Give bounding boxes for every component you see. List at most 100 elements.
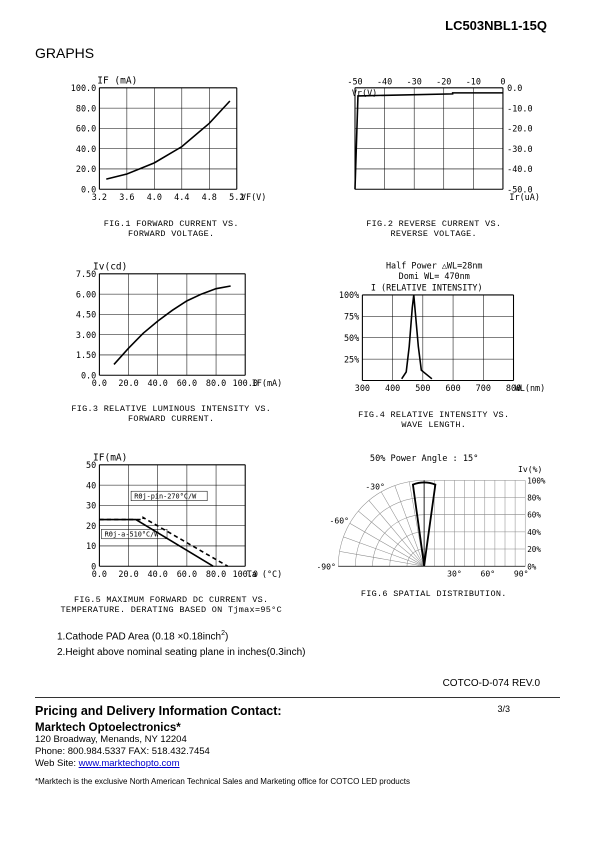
svg-text:20%: 20% xyxy=(527,545,541,554)
svg-text:-60°: -60° xyxy=(329,515,348,525)
svg-text:20.0: 20.0 xyxy=(118,377,138,387)
chart-fig2-svg: -50-40-30-20-100 Vr(V) 0.0-10.0-20.0-30.… xyxy=(318,73,551,216)
svg-text:80.0: 80.0 xyxy=(206,568,226,578)
revision-line: COTCO-D-074 REV.0 xyxy=(35,678,560,689)
svg-text:40.0: 40.0 xyxy=(76,144,96,154)
svg-text:60°: 60° xyxy=(480,568,495,578)
svg-text:0.0: 0.0 xyxy=(92,568,107,578)
disclaimer: *Marktech is the exclusive North America… xyxy=(35,777,560,786)
fig4-xlabel: WL(nm) xyxy=(514,383,544,393)
svg-text:0%: 0% xyxy=(527,562,537,571)
website-link[interactable]: www.marktechopto.com xyxy=(79,758,180,769)
svg-text:3.00: 3.00 xyxy=(76,329,96,339)
svg-text:60%: 60% xyxy=(527,510,541,519)
chart-fig1-svg: IF (mA) 0.020.040.060.080.0100.0 3.23.64… xyxy=(55,73,288,216)
fig3-xlabel: IF(mA) xyxy=(252,377,282,387)
svg-text:10: 10 xyxy=(86,541,96,551)
fig2-caption: FIG.2 REVERSE CURRENT VS.REVERSE VOLTAGE… xyxy=(366,219,501,239)
note-1: 1.Cathode PAD Area (0.18 ×0.18inch2) xyxy=(57,629,560,644)
svg-text:-30: -30 xyxy=(406,77,421,87)
svg-text:25%: 25% xyxy=(343,354,358,364)
svg-text:3.6: 3.6 xyxy=(119,192,134,202)
svg-text:300: 300 xyxy=(354,383,369,393)
fig6-header: 50% Power Angle : 15° xyxy=(369,454,477,464)
chart-fig4-svg: Half Power △WL=28nm Domi WL= 470nm I (RE… xyxy=(318,259,551,407)
notes: 1.Cathode PAD Area (0.18 ×0.18inch2) 2.H… xyxy=(35,629,560,659)
chart-fig5: IF(mA) 01020304050 0.020.040.060.080.010… xyxy=(55,450,288,616)
svg-text:-10.0: -10.0 xyxy=(507,103,532,113)
svg-text:50: 50 xyxy=(86,460,96,470)
chart-fig6: 50% Power Angle : 15° Iv(%) -30° -60° -90°… xyxy=(318,450,551,616)
svg-text:60.0: 60.0 xyxy=(76,124,96,134)
fig6-iv: Iv(%) xyxy=(518,464,542,474)
svg-text:4.4: 4.4 xyxy=(174,192,189,202)
svg-text:0.0: 0.0 xyxy=(92,377,107,387)
svg-text:7.50: 7.50 xyxy=(76,269,96,279)
company-name: Marktech Optoelectronics* xyxy=(35,722,560,734)
svg-text:100.0: 100.0 xyxy=(71,83,96,93)
svg-text:80%: 80% xyxy=(527,493,541,502)
svg-text:20: 20 xyxy=(86,520,96,530)
chart-fig3: Iv(cd) 0.01.503.004.506.007.50 0.020.040… xyxy=(55,259,288,430)
page-number: 3/3 xyxy=(497,704,510,714)
svg-text:-50: -50 xyxy=(347,77,362,87)
fig6-caption: FIG.6 SPATIAL DISTRIBUTION. xyxy=(361,589,507,599)
svg-text:30: 30 xyxy=(86,500,96,510)
svg-text:30°: 30° xyxy=(447,568,462,578)
contact-phone: Phone: 800.984.5337 FAX: 518.432.7454 xyxy=(35,746,560,758)
svg-text:-40.0: -40.0 xyxy=(507,164,532,174)
svg-text:75%: 75% xyxy=(343,311,358,321)
fig5-ylabel: IF(mA) xyxy=(93,452,127,463)
svg-text:-40: -40 xyxy=(376,77,391,87)
svg-text:-20.0: -20.0 xyxy=(507,124,532,134)
svg-text:40.0: 40.0 xyxy=(148,377,168,387)
fig4-ylabel: I (RELATIVE INTENSITY) xyxy=(370,282,482,292)
chart-fig6-svg: 50% Power Angle : 15° Iv(%) -30° -60° -90°… xyxy=(318,450,551,586)
svg-text:4.8: 4.8 xyxy=(202,192,217,202)
svg-text:6.00: 6.00 xyxy=(76,289,96,299)
charts-grid: IF (mA) 0.020.040.060.080.0100.0 3.23.64… xyxy=(35,73,560,615)
svg-text:-90°: -90° xyxy=(318,561,336,571)
svg-text:80.0: 80.0 xyxy=(206,377,226,387)
fig3-ylabel: Iv(cd) xyxy=(93,261,127,272)
part-number: LC503NBL1-15Q xyxy=(445,18,547,33)
svg-text:500: 500 xyxy=(415,383,430,393)
fig1-caption: FIG.1 FORWARD CURRENT VS.FORWARD VOLTAGE… xyxy=(104,219,239,239)
svg-text:40: 40 xyxy=(86,480,96,490)
svg-text:600: 600 xyxy=(445,383,460,393)
svg-text:-20: -20 xyxy=(436,77,451,87)
chart-fig1: IF (mA) 0.020.040.060.080.0100.0 3.23.64… xyxy=(55,73,288,239)
fig5-caption: FIG.5 MAXIMUM FORWARD DC CURRENT VS.TEMP… xyxy=(61,595,282,615)
fig2-xlabel: Ir(uA) xyxy=(509,192,539,202)
contact-web: Web Site: www.marktechopto.com xyxy=(35,758,560,770)
svg-text:0.0: 0.0 xyxy=(507,83,522,93)
svg-text:40%: 40% xyxy=(527,528,541,537)
svg-text:20.0: 20.0 xyxy=(76,164,96,174)
fig4-caption: FIG.4 RELATIVE INTENSITY VS.WAVE LENGTH. xyxy=(358,410,509,430)
contact-heading: Pricing and Delivery Information Contact… xyxy=(35,704,560,718)
svg-text:100%: 100% xyxy=(338,290,358,300)
svg-text:0: 0 xyxy=(500,77,505,87)
fig5-ann2: RΘj-a-510°C/W xyxy=(105,530,160,538)
svg-text:40.0: 40.0 xyxy=(148,568,168,578)
section-title: GRAPHS xyxy=(35,45,560,61)
fig4-h2: Domi WL= 470nm xyxy=(398,271,469,281)
svg-text:-30°: -30° xyxy=(365,481,384,491)
svg-text:60.0: 60.0 xyxy=(177,568,197,578)
contact-address: 120 Broadway, Menands, NY 12204 xyxy=(35,734,560,746)
svg-text:80.0: 80.0 xyxy=(76,103,96,113)
svg-text:3.2: 3.2 xyxy=(92,192,107,202)
svg-text:400: 400 xyxy=(384,383,399,393)
svg-text:20.0: 20.0 xyxy=(118,568,138,578)
fig1-xlabel: VF(V) xyxy=(241,192,266,202)
svg-text:4.0: 4.0 xyxy=(147,192,162,202)
fig5-ann1: RΘj-pin-270°C/W xyxy=(134,492,197,500)
chart-fig3-svg: Iv(cd) 0.01.503.004.506.007.50 0.020.040… xyxy=(55,259,288,402)
note-2: 2.Height above nominal seating plane in … xyxy=(57,645,560,660)
svg-text:1.50: 1.50 xyxy=(76,350,96,360)
fig3-caption: FIG.3 RELATIVE LUMINOUS INTENSITY VS.FOR… xyxy=(71,404,271,424)
svg-text:-10: -10 xyxy=(465,77,480,87)
svg-text:4.50: 4.50 xyxy=(76,309,96,319)
chart-fig2: -50-40-30-20-100 Vr(V) 0.0-10.0-20.0-30.… xyxy=(318,73,551,239)
chart-fig5-svg: IF(mA) 01020304050 0.020.040.060.080.010… xyxy=(55,450,288,593)
